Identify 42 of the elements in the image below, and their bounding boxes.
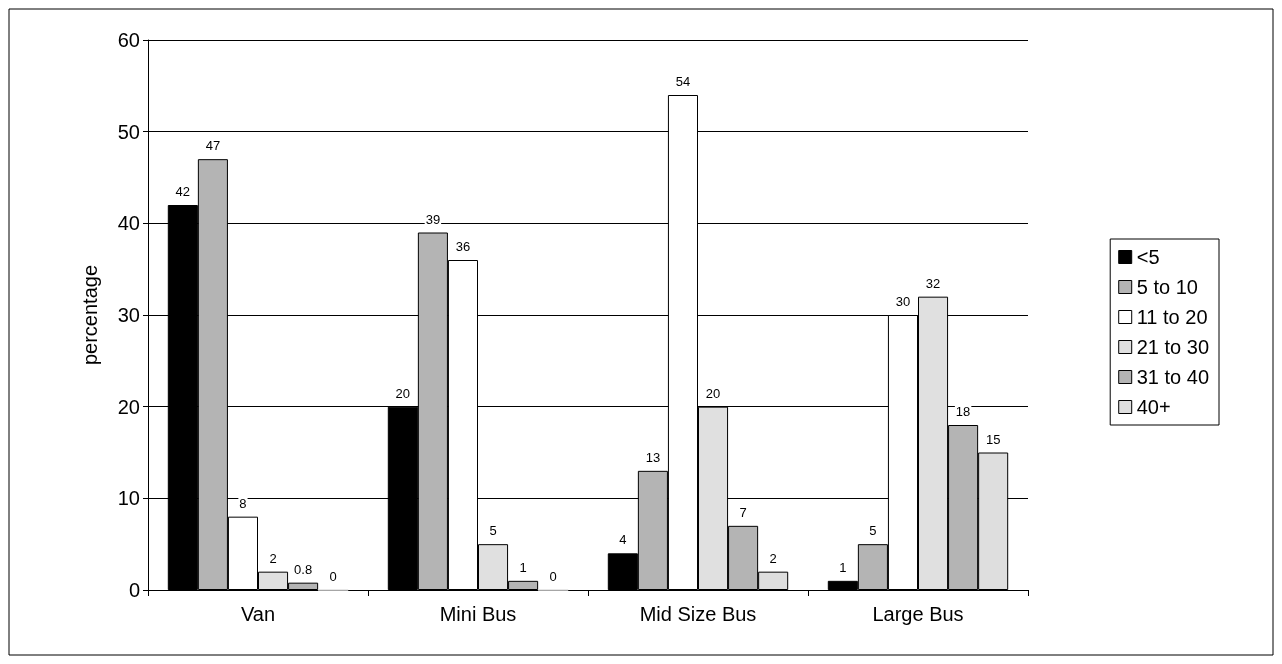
data-label: 2 — [269, 550, 277, 566]
data-label: 30 — [895, 294, 911, 309]
y-tick-label: 50 — [117, 120, 140, 143]
x-tick-label: Van — [240, 603, 276, 625]
data-label: 0.8 — [294, 561, 313, 577]
data-label: 7 — [739, 504, 747, 520]
data-label: 20 — [705, 385, 721, 401]
data-label: 13 — [645, 449, 661, 465]
y-tick-label: 30 — [117, 304, 140, 326]
data-label: 47 — [205, 138, 221, 154]
data-label: 18 — [955, 404, 971, 419]
y-tick-label: 20 — [117, 395, 140, 418]
legend-label: 40+ — [1136, 396, 1171, 418]
legend-label: 5 to 10 — [1136, 276, 1198, 298]
data-label: 32 — [925, 275, 941, 291]
data-label: 0 — [329, 568, 337, 584]
data-label: 8 — [239, 495, 247, 511]
data-label: 5 — [489, 523, 497, 539]
data-label: 1 — [519, 559, 527, 575]
data-label: 1 — [839, 559, 847, 575]
x-tick-label: Large Bus — [872, 603, 964, 625]
data-label: 15 — [985, 431, 1001, 447]
data-label: 2 — [769, 550, 777, 566]
data-label: 36 — [455, 239, 471, 254]
legend-label: 31 to 40 — [1136, 366, 1210, 388]
y-tick-label: 60 — [117, 29, 140, 51]
x-tick-label: Mid Size Bus — [639, 603, 757, 625]
data-label: 39 — [425, 211, 441, 227]
x-tick-label: Mini Bus — [439, 603, 517, 625]
y-axis-title: percentage — [79, 264, 101, 366]
data-label: 4 — [619, 532, 627, 548]
y-tick-label: 0 — [128, 579, 140, 601]
data-label: 54 — [675, 74, 691, 89]
data-label: 5 — [869, 523, 877, 539]
legend-label: 21 to 30 — [1136, 336, 1210, 358]
data-label: 20 — [395, 385, 411, 401]
legend-label: <5 — [1136, 246, 1160, 268]
legend-label: 11 to 20 — [1136, 306, 1208, 328]
data-label: 42 — [175, 184, 191, 199]
y-tick-label: 40 — [117, 212, 140, 235]
data-label: 0 — [549, 568, 557, 584]
y-tick-label: 10 — [117, 487, 140, 510]
